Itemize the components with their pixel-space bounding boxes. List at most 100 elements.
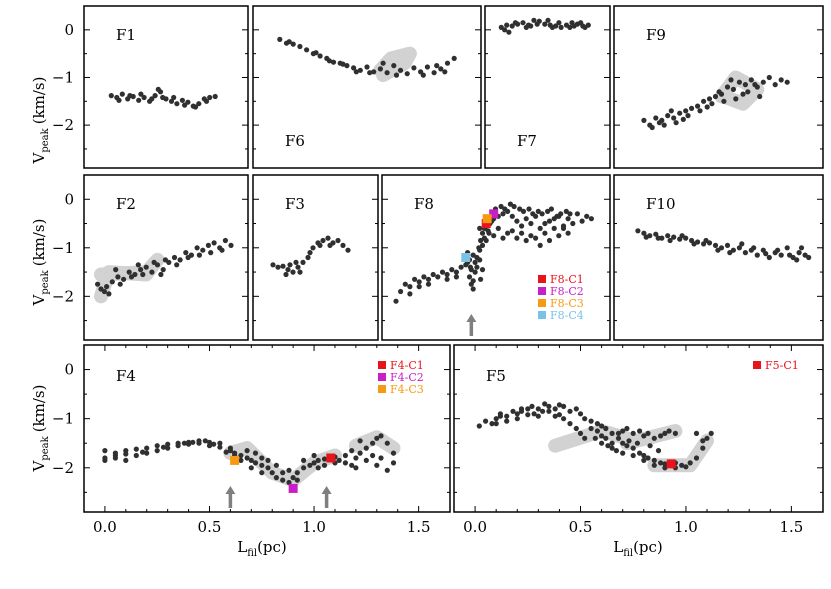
data-point [546,408,552,414]
legend-label-f4-c3: F4-C3 [390,383,424,396]
data-point [297,43,303,50]
data-point [307,250,313,256]
data-point [477,225,483,231]
x-tick-label: 1.5 [407,518,431,536]
data-point [558,211,564,217]
data-point [248,457,254,463]
data-point [265,457,271,463]
panel-label-f7: F7 [517,132,537,150]
data-point [238,452,244,459]
data-point [659,235,665,241]
data-point [778,252,784,258]
data-point [570,220,576,227]
data-point [327,242,333,248]
data-point [533,235,539,241]
data-point [519,223,525,229]
data-point [546,403,552,409]
data-point [109,279,115,285]
x-tick-label: 1.0 [674,518,698,536]
data-point [620,428,626,434]
data-point [535,208,541,214]
data-point [430,271,436,278]
data-point [565,216,571,222]
data-point [113,267,119,273]
data-point [649,124,655,131]
data-point [736,245,743,251]
legend-label-f8-c2: F8-C2 [550,285,584,298]
data-point [290,41,296,47]
panel-f10: F10 [613,174,824,341]
data-point [203,98,210,104]
data-point [637,428,643,434]
data-point [495,225,501,231]
data-point [582,416,588,422]
data-point [567,421,573,427]
data-point [641,230,647,236]
data-point [407,291,413,297]
data-point [666,428,672,434]
data-point [182,102,188,108]
data-point [579,218,585,224]
data-point [154,443,160,449]
y-tick-label: 0 [64,21,74,39]
data-point [474,264,480,270]
data-point [554,213,560,219]
data-point [489,421,495,427]
data-point [370,440,376,446]
data-point [653,115,659,121]
data-point [115,274,121,280]
data-point [140,271,146,278]
data-point [523,216,529,222]
data-point [259,462,265,468]
highlight-f8-c1 [481,219,491,229]
data-point [514,235,520,241]
data-point [556,412,563,418]
data-point [739,241,745,247]
data-point [138,267,144,273]
data-point [171,94,177,101]
y-axis-label-top: Vpeak(km/s) [30,77,51,165]
data-point [259,455,265,461]
data-point [211,240,217,246]
highlight-f5-c1 [666,459,676,469]
data-point [363,445,369,451]
data-point [567,211,573,217]
data-point [665,113,671,119]
data-point [523,237,529,244]
data-point [116,97,122,103]
data-point [384,440,390,446]
data-point [784,245,790,251]
data-point [431,70,437,76]
data-point [624,425,630,432]
y-tick-label: 0 [64,361,74,379]
data-point [320,237,326,244]
panel-frame [453,344,824,513]
data-point [136,97,142,103]
data-point [317,53,323,59]
y-tick-label: −1 [52,239,74,257]
data-point [537,225,543,231]
data-point [594,421,601,427]
data-point [624,443,630,449]
data-point [123,451,129,457]
data-point [301,457,307,463]
data-point [248,465,254,471]
data-point [212,93,218,100]
data-point [679,233,685,239]
data-point [658,433,664,439]
data-point [384,467,390,473]
data-point [689,105,695,111]
data-point [509,23,515,29]
data-point [560,225,567,231]
data-point [206,443,213,449]
highlight-f4-c1 [326,453,336,463]
data-point [416,284,422,290]
data-point [313,50,319,56]
data-point [141,94,147,101]
data-point [295,264,301,270]
data-point [340,242,346,248]
data-point [311,452,317,459]
data-point [305,254,311,261]
data-point [345,247,351,253]
band-f6-0 [373,46,417,83]
